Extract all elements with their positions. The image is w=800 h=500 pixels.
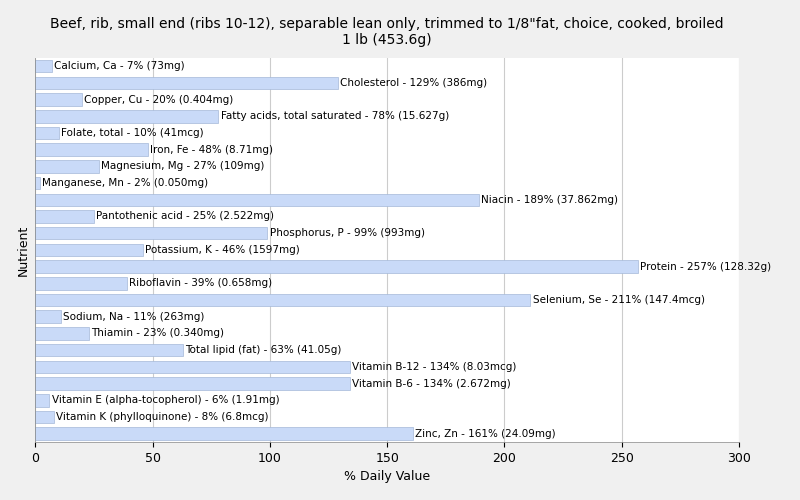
Text: Thiamin - 23% (0.340mg): Thiamin - 23% (0.340mg) — [91, 328, 225, 338]
Bar — [35, 360, 350, 373]
Text: Phosphorus, P - 99% (993mg): Phosphorus, P - 99% (993mg) — [270, 228, 425, 238]
Bar — [35, 76, 338, 89]
Text: Niacin - 189% (37.862mg): Niacin - 189% (37.862mg) — [481, 195, 618, 205]
Text: Vitamin B-12 - 134% (8.03mcg): Vitamin B-12 - 134% (8.03mcg) — [352, 362, 516, 372]
X-axis label: % Daily Value: % Daily Value — [344, 470, 430, 484]
Text: Folate, total - 10% (41mcg): Folate, total - 10% (41mcg) — [61, 128, 204, 138]
Text: Total lipid (fat) - 63% (41.05g): Total lipid (fat) - 63% (41.05g) — [186, 345, 342, 355]
Y-axis label: Nutrient: Nutrient — [17, 224, 30, 276]
Text: Riboflavin - 39% (0.658mg): Riboflavin - 39% (0.658mg) — [129, 278, 272, 288]
Text: Magnesium, Mg - 27% (109mg): Magnesium, Mg - 27% (109mg) — [101, 162, 264, 172]
Bar — [35, 210, 94, 223]
Text: Fatty acids, total saturated - 78% (15.627g): Fatty acids, total saturated - 78% (15.6… — [221, 111, 449, 121]
Bar — [35, 160, 98, 172]
Bar — [35, 344, 183, 356]
Bar — [35, 177, 40, 190]
Bar — [35, 294, 530, 306]
Bar — [35, 110, 218, 122]
Text: Selenium, Se - 211% (147.4mcg): Selenium, Se - 211% (147.4mcg) — [533, 295, 705, 305]
Text: Pantothenic acid - 25% (2.522mg): Pantothenic acid - 25% (2.522mg) — [96, 212, 274, 222]
Text: Protein - 257% (128.32g): Protein - 257% (128.32g) — [641, 262, 772, 272]
Text: Zinc, Zn - 161% (24.09mg): Zinc, Zn - 161% (24.09mg) — [415, 428, 556, 438]
Bar — [35, 410, 54, 424]
Text: Potassium, K - 46% (1597mg): Potassium, K - 46% (1597mg) — [146, 245, 300, 255]
Bar — [35, 227, 267, 239]
Text: Vitamin E (alpha-tocopherol) - 6% (1.91mg): Vitamin E (alpha-tocopherol) - 6% (1.91m… — [52, 396, 279, 406]
Bar — [35, 194, 478, 206]
Text: Sodium, Na - 11% (263mg): Sodium, Na - 11% (263mg) — [63, 312, 205, 322]
Title: Beef, rib, small end (ribs 10-12), separable lean only, trimmed to 1/8"fat, choi: Beef, rib, small end (ribs 10-12), separ… — [50, 16, 724, 47]
Text: Iron, Fe - 48% (8.71mg): Iron, Fe - 48% (8.71mg) — [150, 144, 273, 154]
Text: Vitamin B-6 - 134% (2.672mg): Vitamin B-6 - 134% (2.672mg) — [352, 378, 510, 388]
Bar — [35, 310, 61, 323]
Text: Cholesterol - 129% (386mg): Cholesterol - 129% (386mg) — [340, 78, 487, 88]
Bar — [35, 277, 126, 289]
Bar — [35, 144, 148, 156]
Bar — [35, 126, 58, 139]
Bar — [35, 327, 89, 340]
Text: Copper, Cu - 20% (0.404mg): Copper, Cu - 20% (0.404mg) — [85, 94, 234, 104]
Bar — [35, 378, 350, 390]
Bar — [35, 60, 52, 72]
Text: Vitamin K (phylloquinone) - 8% (6.8mcg): Vitamin K (phylloquinone) - 8% (6.8mcg) — [56, 412, 269, 422]
Bar — [35, 394, 50, 406]
Bar — [35, 94, 82, 106]
Bar — [35, 244, 143, 256]
Text: Manganese, Mn - 2% (0.050mg): Manganese, Mn - 2% (0.050mg) — [42, 178, 208, 188]
Text: Calcium, Ca - 7% (73mg): Calcium, Ca - 7% (73mg) — [54, 61, 185, 71]
Bar — [35, 260, 638, 273]
Bar — [35, 428, 413, 440]
